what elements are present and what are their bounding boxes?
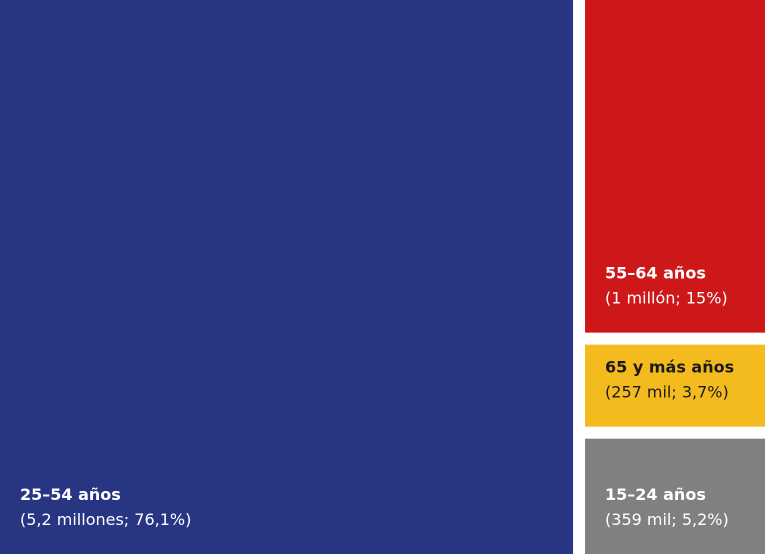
cell-value-label: (359 mil; 5,2%) — [605, 510, 729, 529]
cell-label: 25–54 años — [20, 485, 121, 504]
treemap-cell — [585, 344, 765, 427]
cell-value-label: (1 millón; 15%) — [605, 289, 728, 308]
treemap-cell — [0, 0, 574, 554]
cell-value-label: (257 mil; 3,7%) — [605, 383, 729, 402]
treemap-cell — [585, 438, 765, 554]
cell-value-label: (5,2 millones; 76,1%) — [20, 510, 191, 529]
treemap-cell — [585, 0, 765, 333]
cell-label: 55–64 años — [605, 264, 706, 283]
cell-label: 15–24 años — [605, 485, 706, 504]
cell-label: 65 y más años — [605, 358, 734, 377]
